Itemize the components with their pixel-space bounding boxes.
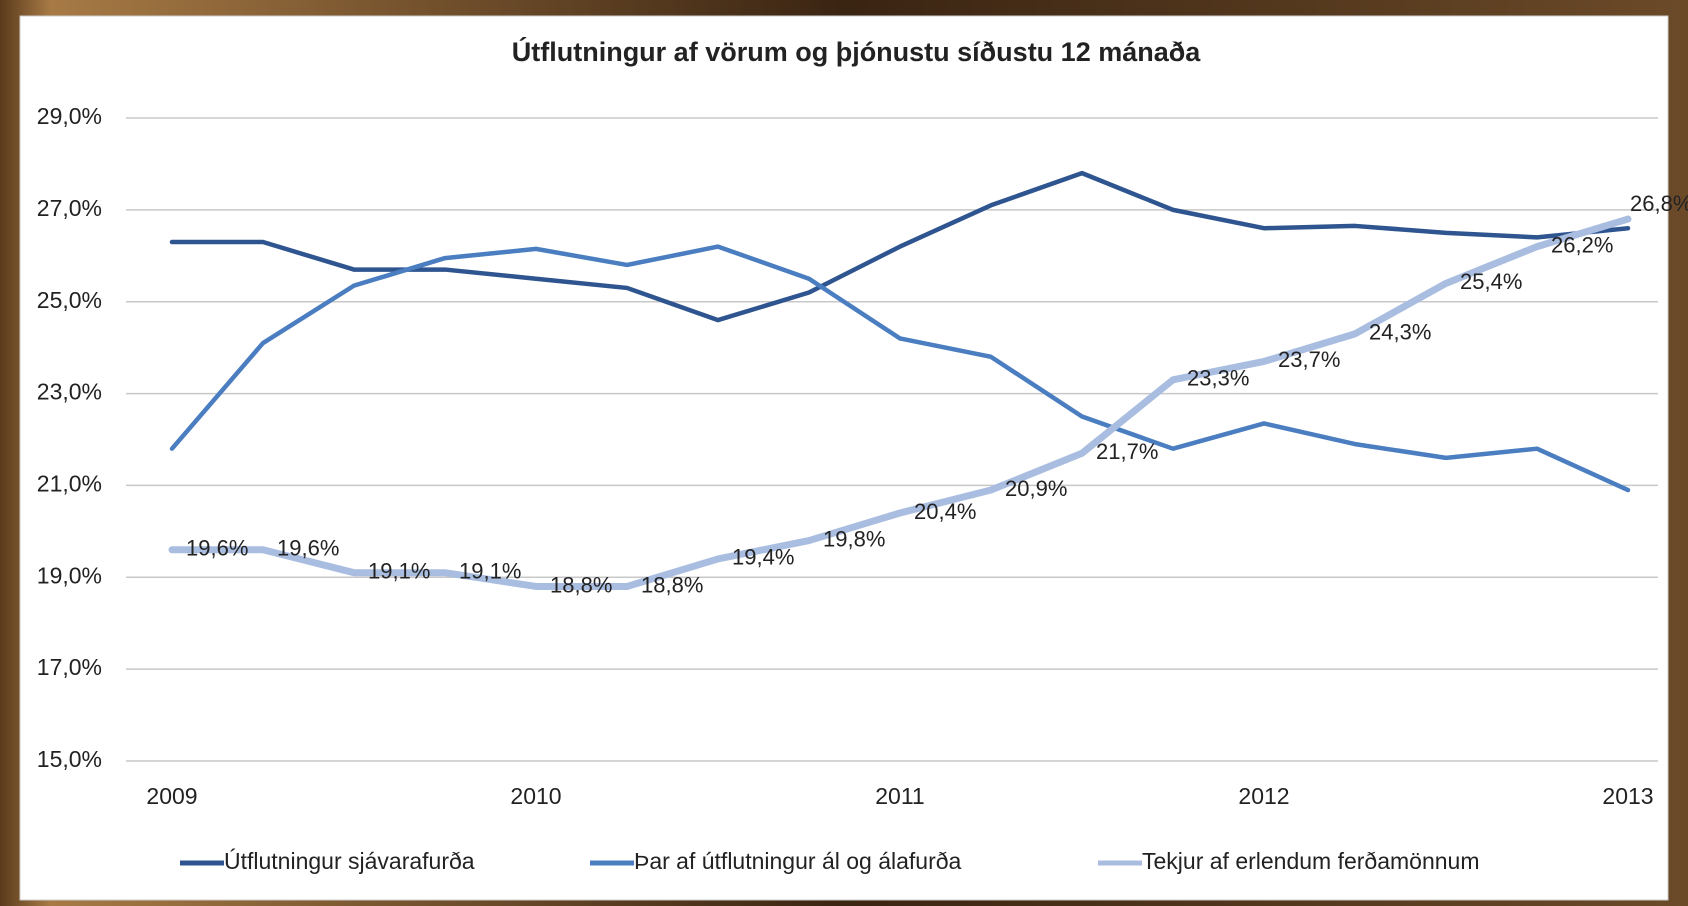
y-tick-label: 29,0% — [37, 103, 102, 129]
x-tick-label: 2013 — [1602, 783, 1653, 809]
y-tick-label: 25,0% — [37, 287, 102, 313]
data-label: 20,4% — [914, 499, 976, 524]
data-label: 19,4% — [732, 545, 794, 570]
y-tick-label: 17,0% — [37, 654, 102, 680]
chart-title: Útflutningur af vörum og þjónustu síðust… — [512, 36, 1201, 67]
data-label: 23,7% — [1278, 347, 1340, 372]
data-label: 23,3% — [1187, 366, 1249, 391]
data-label: 19,8% — [823, 526, 885, 551]
y-tick-label: 15,0% — [37, 746, 102, 772]
series-line — [168, 215, 1632, 590]
data-label: 18,8% — [641, 572, 703, 597]
series-line — [169, 244, 1631, 493]
y-tick-label: 19,0% — [37, 562, 102, 588]
data-label: 25,4% — [1460, 269, 1522, 294]
data-label: 26,8% — [1630, 191, 1688, 216]
data-label: 20,9% — [1005, 476, 1067, 501]
data-label: 24,3% — [1369, 320, 1431, 345]
data-label: 19,6% — [277, 536, 339, 561]
data-label: 19,6% — [186, 536, 248, 561]
x-tick-label: 2009 — [146, 783, 197, 809]
data-label: 19,1% — [368, 559, 430, 584]
legend-label: Útflutningur sjávarafurða — [224, 848, 475, 874]
y-tick-label: 23,0% — [37, 379, 102, 405]
x-tick-label: 2010 — [510, 783, 561, 809]
y-tick-label: 27,0% — [37, 195, 102, 221]
data-label: 21,7% — [1096, 439, 1158, 464]
data-label: 19,1% — [459, 559, 521, 584]
legend-label: Þar af útflutningur ál og álafurða — [634, 848, 962, 874]
legend-label: Tekjur af erlendum ferðamönnum — [1142, 848, 1480, 874]
data-label: 26,2% — [1551, 232, 1613, 257]
data-label: 18,8% — [550, 572, 612, 597]
chart-panel — [19, 15, 1669, 901]
x-tick-label: 2011 — [875, 783, 924, 809]
y-tick-label: 21,0% — [37, 471, 102, 497]
x-tick-label: 2012 — [1238, 783, 1289, 809]
